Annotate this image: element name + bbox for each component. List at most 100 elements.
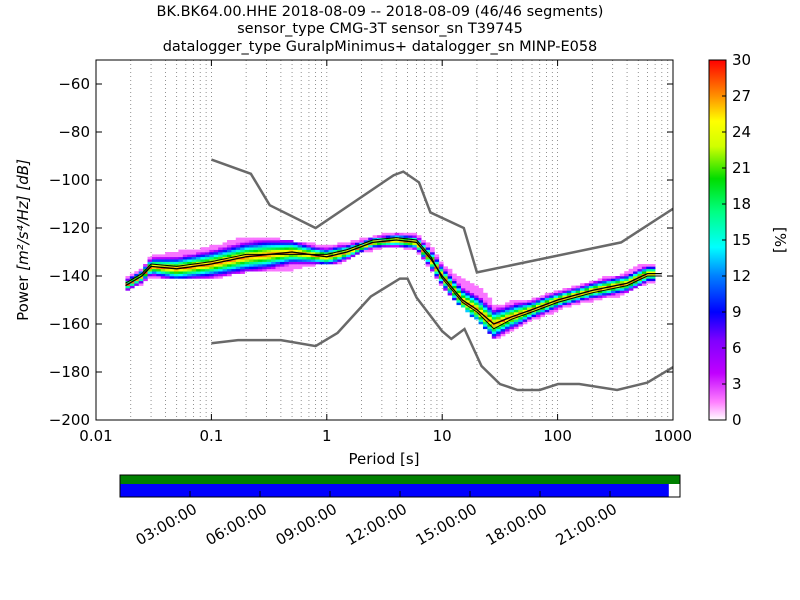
heatmap-cell: [324, 252, 329, 255]
heatmap-cell: [262, 259, 268, 262]
heatmap-cell: [513, 321, 519, 325]
heatmap-cell: [558, 295, 563, 298]
heatmap-cell: [597, 292, 603, 296]
heatmap-cell: [465, 309, 471, 313]
heatmap-cell: [602, 276, 607, 279]
heatmap-cell: [213, 249, 219, 253]
heatmap-cell: [447, 271, 453, 274]
heatmap-cell: [169, 252, 175, 255]
heatmap-cell: [452, 278, 457, 282]
heatmap-cell: [249, 256, 254, 260]
heatmap-cell: [218, 244, 223, 248]
heatmap-cell: [646, 278, 652, 282]
heatmap-cell: [416, 235, 422, 238]
heatmap-cell: [165, 268, 170, 272]
heatmap-cell: [447, 292, 453, 296]
heatmap-cell: [266, 259, 272, 262]
heatmap-cell: [407, 244, 413, 248]
heatmap-cell: [412, 235, 418, 238]
heatmap-cell: [460, 302, 466, 306]
heatmap-cell: [271, 268, 276, 272]
heatmap-cell: [584, 288, 590, 291]
heatmap-cell: [505, 314, 510, 318]
heatmap-cell: [610, 295, 616, 298]
heatmap-cell: [482, 314, 488, 318]
heatmap-cell: [187, 256, 192, 260]
heatmap-cell: [615, 288, 621, 291]
heatmap-cell: [209, 259, 215, 262]
heatmap-cell: [271, 242, 276, 246]
heatmap-cell: [580, 295, 585, 298]
heatmap-cell: [513, 319, 519, 322]
heatmap-cell: [606, 290, 612, 294]
heatmap-cell: [271, 259, 276, 262]
heatmap-cell: [204, 273, 210, 277]
heatmap-cell: [610, 278, 616, 282]
heatmap-cell: [178, 271, 184, 274]
heatmap-cell: [571, 292, 576, 296]
heatmap-cell: [262, 237, 268, 241]
heatmap-cell: [165, 261, 170, 265]
heatmap-cell: [253, 240, 259, 243]
heatmap-cell: [244, 266, 250, 270]
heatmap-cell: [553, 297, 559, 301]
heatmap-cell: [438, 268, 444, 272]
heatmap-cell: [244, 259, 250, 262]
heatmap-cell: [553, 302, 559, 306]
heatmap-cell: [482, 316, 488, 320]
heatmap-cell: [200, 268, 206, 272]
heatmap-cell: [363, 247, 369, 250]
heatmap-cell: [602, 288, 607, 291]
heatmap-cell: [204, 271, 210, 274]
heatmap-cell: [619, 292, 625, 296]
heatmap-cell: [147, 256, 153, 260]
heatmap-cell: [204, 252, 210, 255]
heatmap-cell: [412, 232, 418, 236]
heatmap-cell: [134, 276, 140, 279]
heatmap-cell: [209, 266, 215, 270]
heatmap-cell: [293, 259, 298, 262]
heatmap-cell: [222, 268, 228, 272]
heatmap-cell: [240, 249, 245, 253]
heatmap-cell: [297, 266, 303, 270]
heatmap-cell: [310, 259, 316, 262]
heatmap-cell: [262, 261, 268, 265]
heatmap-cell: [231, 256, 237, 260]
heatmap-cell: [500, 324, 506, 327]
heatmap-cell: [315, 249, 320, 253]
heatmap-cell: [399, 235, 404, 238]
heatmap-cell: [416, 249, 422, 253]
heatmap-cell: [354, 249, 360, 253]
heatmap-cell: [513, 307, 519, 310]
heatmap-cell: [443, 276, 448, 279]
heatmap-cell: [430, 249, 435, 253]
heatmap-cell: [562, 302, 568, 306]
heatmap-cell: [222, 266, 228, 270]
heatmap-cell: [266, 237, 272, 241]
heatmap-cell: [390, 240, 396, 243]
heatmap-cell: [302, 244, 307, 248]
heatmap-cell: [160, 259, 166, 262]
heatmap-cell: [390, 237, 396, 241]
heatmap-cell: [226, 249, 232, 253]
heatmap-cell: [421, 242, 426, 246]
heatmap-cell: [288, 256, 294, 260]
heatmap-cell: [266, 256, 272, 260]
heatmap-cell: [178, 256, 184, 260]
heatmap-cell: [562, 295, 568, 298]
heatmap-cell: [588, 288, 594, 291]
heatmap-cell: [531, 314, 537, 318]
heatmap-cell: [403, 232, 409, 236]
heatmap-cell: [350, 244, 356, 248]
heatmap-cell: [624, 271, 629, 274]
heatmap-cell: [500, 326, 506, 330]
heatmap-cell: [288, 259, 294, 262]
heatmap-cell: [628, 278, 634, 282]
heatmap-cell: [169, 273, 175, 277]
heatmap-cell: [160, 276, 166, 279]
y-tick-label: −160: [49, 315, 90, 333]
heatmap-cell: [350, 247, 356, 250]
heatmap-cell: [332, 256, 338, 260]
heatmap-cell: [275, 244, 281, 248]
heatmap-cell: [381, 232, 387, 236]
